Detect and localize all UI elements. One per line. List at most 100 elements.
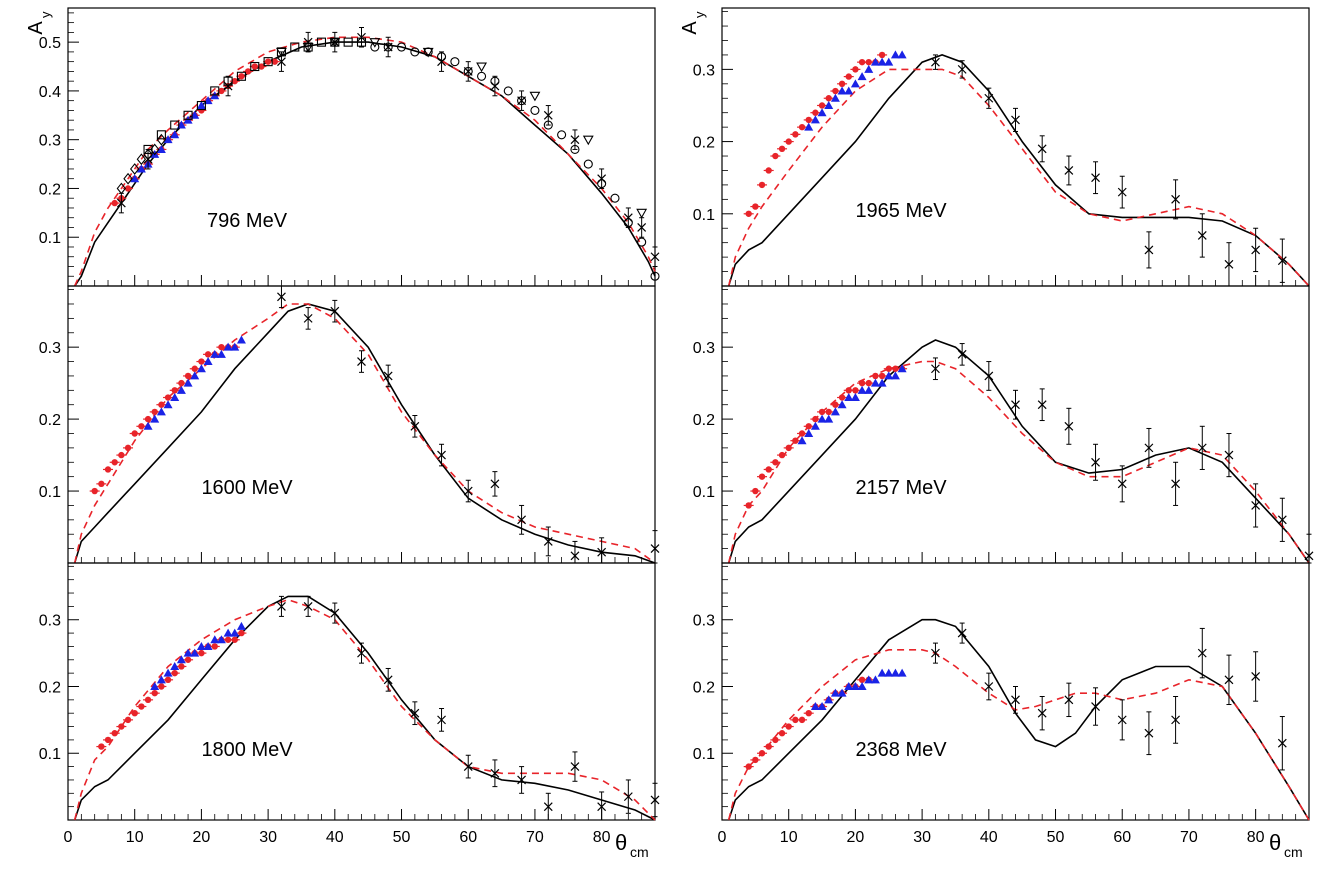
- cross-data-point: [490, 768, 500, 778]
- red-data-point: [158, 401, 165, 408]
- red-data-point: [845, 387, 852, 394]
- cross-data-point: [277, 57, 286, 67]
- cross-data-point: [570, 551, 580, 561]
- red-data-point: [838, 80, 846, 88]
- cross-data-point: [637, 223, 647, 232]
- cross-data-point: [1091, 173, 1100, 183]
- cross-data-point: [410, 421, 420, 431]
- y-axis-label: A: [25, 21, 47, 35]
- red-data-point: [258, 63, 265, 70]
- cross-data-point: [650, 795, 660, 805]
- red-data-point: [238, 73, 245, 80]
- cross-data-point: [330, 608, 340, 618]
- blue-data-point: [857, 72, 867, 81]
- cross-data-point: [1251, 501, 1261, 510]
- x-tick-label: 0: [718, 829, 727, 846]
- blue-data-point: [830, 688, 840, 697]
- blue-data-point: [864, 385, 874, 394]
- panel-1: 0.1 0.2 0.3 Ay 1965 MeV: [679, 7, 1310, 287]
- cross-data-point: [597, 802, 607, 812]
- red-data-point: [211, 643, 218, 650]
- red-data-point: [91, 487, 98, 495]
- circle-data-point: [450, 57, 460, 67]
- blue-data-point: [136, 164, 146, 173]
- red-data-point: [204, 351, 212, 358]
- blue-data-point: [864, 675, 874, 684]
- y-tick-label: 0.3: [693, 62, 715, 79]
- blue-data-point: [176, 385, 186, 394]
- cross-data-point: [1144, 443, 1154, 453]
- x-tick-label: 40: [980, 829, 998, 846]
- blue-data-point: [824, 100, 834, 109]
- blue-data-point: [230, 628, 240, 637]
- cross-data-point: [1037, 708, 1047, 718]
- theory-curve-dashed: [73, 598, 656, 821]
- y-tick-label: 0.3: [39, 340, 61, 357]
- blue-data-point: [897, 50, 907, 59]
- circle-data-point: [650, 271, 660, 281]
- blue-data-point: [163, 400, 173, 409]
- red-data-point: [805, 709, 812, 717]
- energy-label: 1800 MeV: [201, 739, 293, 761]
- panel-frame: [67, 285, 656, 564]
- blue-data-point: [830, 93, 840, 102]
- red-data-point: [745, 210, 752, 217]
- blue-data-point: [850, 393, 860, 402]
- red-data-point: [798, 430, 806, 437]
- y-tick-label: 0.4: [39, 84, 61, 101]
- blue-data-point: [230, 342, 240, 351]
- blue-data-point: [236, 335, 246, 344]
- cross-data-point: [623, 213, 633, 223]
- red-data-point: [184, 656, 192, 663]
- blue-data-point: [810, 421, 820, 430]
- red-data-point: [131, 430, 138, 437]
- blue-data-point: [857, 385, 867, 394]
- x-tick-label: 70: [1180, 829, 1198, 846]
- red-data-point: [144, 415, 152, 423]
- red-data-point: [124, 716, 132, 724]
- energy-label: 1965 MeV: [855, 200, 947, 222]
- y-tick-label: 0.3: [39, 613, 61, 630]
- red-data-point: [184, 372, 192, 380]
- red-data-point: [798, 123, 806, 131]
- cross-data-point: [357, 648, 366, 658]
- blue-data-point: [817, 414, 827, 423]
- cross-data-point: [650, 252, 660, 262]
- cross-data-point: [1064, 166, 1074, 175]
- square-data-point: [156, 130, 166, 140]
- red-data-point: [131, 709, 138, 717]
- blue-data-point: [877, 668, 887, 677]
- x-tick-label: 10: [126, 829, 144, 846]
- diamond-data-point: [130, 163, 140, 175]
- red-data-point: [151, 689, 158, 697]
- circle-data-point: [477, 71, 487, 81]
- red-data-point: [124, 185, 132, 192]
- blue-data-point: [830, 407, 840, 416]
- panel-5: 0.1 0.2 0.3 0 10 20 30 40 50 60 70 80 θ cm 2368 MeV: [693, 562, 1310, 860]
- blue-data-point: [877, 57, 887, 66]
- red-data-point: [251, 63, 258, 70]
- cross-data-point: [383, 371, 393, 381]
- red-data-point: [825, 408, 832, 416]
- red-data-point: [892, 365, 899, 372]
- red-data-point: [118, 451, 125, 459]
- cross-data-point: [957, 349, 967, 359]
- cross-data-point: [957, 628, 967, 638]
- red-data-point: [752, 487, 759, 495]
- square-data-point: [210, 86, 220, 96]
- cross-data-point: [383, 675, 393, 685]
- y-tick-label: 0.1: [39, 746, 61, 763]
- red-data-point: [191, 365, 198, 372]
- red-data-point: [138, 703, 145, 710]
- cross-data-point: [517, 515, 527, 525]
- circle-data-point: [503, 86, 513, 96]
- theory-curve-dashed: [727, 648, 1310, 821]
- cross-data-point: [597, 547, 607, 557]
- cross-data-point: [1144, 245, 1154, 255]
- red-data-point: [838, 394, 846, 401]
- cross-data-point: [1064, 695, 1074, 705]
- blue-data-point: [183, 648, 193, 657]
- diamond-data-point: [136, 153, 147, 166]
- square-data-point: [316, 37, 327, 47]
- x-tick-label: 50: [1047, 829, 1065, 846]
